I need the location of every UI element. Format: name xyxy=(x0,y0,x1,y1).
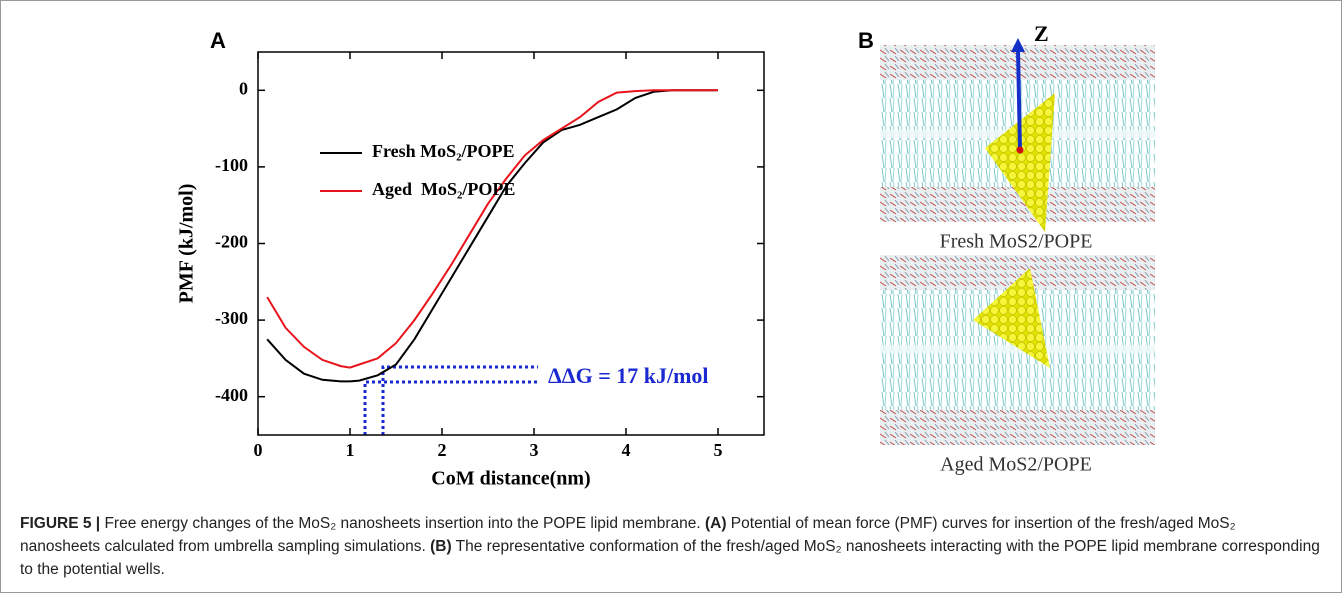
x-axis-label: CoM distance(nm) xyxy=(431,468,590,490)
z-arrow-head xyxy=(1011,38,1025,52)
caption-text: The representative conformation of the f… xyxy=(20,538,1320,578)
y-tick-label: -400 xyxy=(215,385,248,405)
y-tick-label: 0 xyxy=(239,78,248,98)
annotation-guide xyxy=(363,365,538,435)
image-caption: Aged MoS2/POPE xyxy=(940,454,1092,476)
image-caption: Fresh MoS2/POPE xyxy=(940,231,1093,253)
membrane-image xyxy=(880,45,1155,232)
membrane-image xyxy=(880,255,1155,445)
caption-label: (B) xyxy=(430,538,452,555)
x-tick-label: 2 xyxy=(438,440,447,460)
legend-label: Fresh MoS₂/POPE xyxy=(372,141,515,161)
series-line xyxy=(266,89,718,383)
y-tick-label: -100 xyxy=(215,155,248,175)
caption-text: Potential of mean force (PMF) curves for… xyxy=(20,515,1236,555)
x-tick-label: 5 xyxy=(714,440,723,460)
x-tick-label: 0 xyxy=(254,440,263,460)
y-tick-label: -200 xyxy=(215,232,248,252)
z-arrow xyxy=(1016,49,1022,151)
caption-label: FIGURE 5 | xyxy=(20,515,101,532)
x-tick-label: 3 xyxy=(530,440,539,460)
legend-label: Aged MoS₂/POPE xyxy=(372,179,515,199)
y-tick-label: -300 xyxy=(215,308,248,328)
series-line xyxy=(266,89,718,369)
annotation: ΔΔG = 17 kJ/mol xyxy=(548,363,709,388)
x-tick-label: 4 xyxy=(622,440,631,460)
panel-label: A xyxy=(210,28,226,53)
y-axis-label: PMF (kJ/mol) xyxy=(176,184,198,304)
com-point xyxy=(1016,146,1024,154)
caption-text: Free energy changes of the MoS₂ nanoshee… xyxy=(100,515,705,532)
axis-label: Z xyxy=(1034,21,1049,46)
figure-caption: FIGURE 5 | Free energy changes of the Mo… xyxy=(20,512,1320,581)
caption-label: (A) xyxy=(704,515,727,532)
x-tick-label: 1 xyxy=(346,440,355,460)
panel-label: B xyxy=(858,28,874,53)
